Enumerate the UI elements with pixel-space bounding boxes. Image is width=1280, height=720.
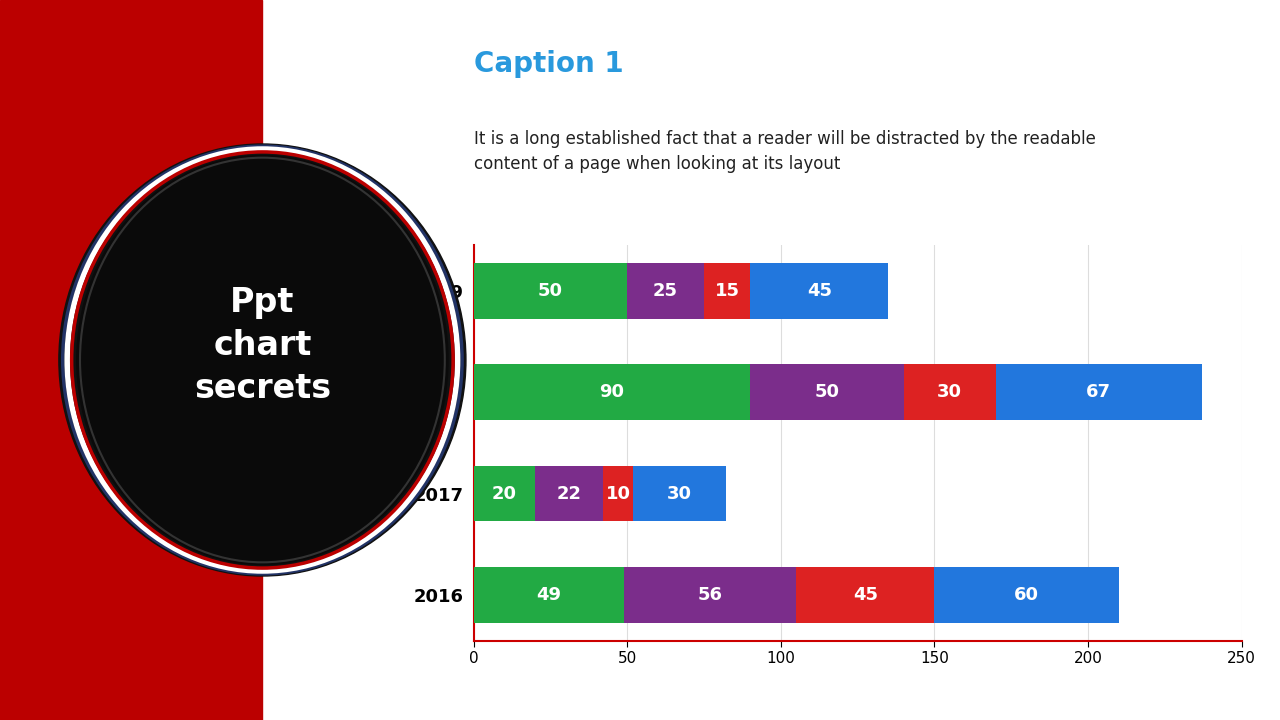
Text: 45: 45 (806, 282, 832, 300)
Text: 50: 50 (538, 282, 563, 300)
Text: 67: 67 (1087, 383, 1111, 401)
Bar (474, 567, 625, 623)
Bar (474, 466, 535, 521)
Bar (474, 263, 627, 318)
Text: 50: 50 (814, 383, 840, 401)
Text: 30: 30 (937, 383, 963, 401)
Text: Ppt
chart
secrets: Ppt chart secrets (193, 286, 332, 405)
Y-axis label: Caption: Caption (384, 411, 402, 474)
Bar (627, 263, 704, 318)
Text: 56: 56 (698, 586, 723, 604)
Text: 25: 25 (653, 282, 678, 300)
Bar (904, 364, 996, 420)
Bar (603, 466, 634, 521)
Text: 10: 10 (605, 485, 631, 503)
Text: 90: 90 (599, 383, 625, 401)
Text: 22: 22 (557, 485, 581, 503)
Text: It is a long established fact that a reader will be distracted by the readable
c: It is a long established fact that a rea… (474, 130, 1096, 173)
Bar (535, 466, 603, 521)
Bar (625, 567, 796, 623)
Bar (750, 263, 888, 318)
Text: Caption 1: Caption 1 (474, 50, 623, 78)
Bar (750, 364, 904, 420)
Bar (634, 466, 726, 521)
Text: 45: 45 (852, 586, 878, 604)
Text: 15: 15 (714, 282, 740, 300)
Text: 60: 60 (1014, 586, 1039, 604)
Bar (934, 567, 1119, 623)
Bar (796, 567, 934, 623)
Bar (704, 263, 750, 318)
Text: 20: 20 (492, 485, 517, 503)
Bar (996, 364, 1202, 420)
Text: 49: 49 (536, 586, 562, 604)
Bar (474, 364, 750, 420)
Text: 30: 30 (667, 485, 692, 503)
